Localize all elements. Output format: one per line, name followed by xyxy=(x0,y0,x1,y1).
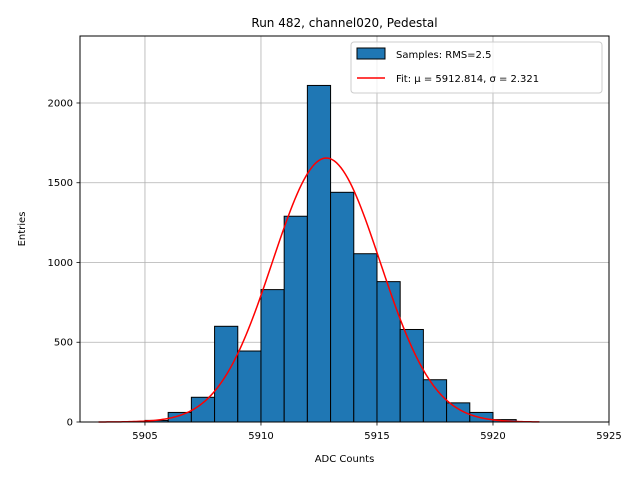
x-tick-label: 5920 xyxy=(480,431,505,442)
legend-histogram-swatch xyxy=(356,47,386,60)
plot-frame xyxy=(79,35,610,423)
x-tick-label: 5905 xyxy=(132,431,157,442)
histogram-bar xyxy=(330,191,355,423)
x-tick-label: 5925 xyxy=(596,431,621,442)
histogram-bar xyxy=(190,396,216,423)
histogram-bar xyxy=(237,350,262,423)
histogram-bar xyxy=(283,215,308,423)
legend-frame xyxy=(350,41,603,94)
y-axis-ticks: 0 500 1000 1500 2000 xyxy=(48,98,80,429)
legend-fit-label: Fit: μ = 5912.814, σ = 2.321 xyxy=(396,74,539,85)
chart-title: Run 482, channel020, Pedestal xyxy=(251,16,437,30)
x-tick-label: 5915 xyxy=(364,431,389,442)
y-tick-label: 1500 xyxy=(48,178,73,189)
legend-histogram-label: Samples: RMS=2.5 xyxy=(396,50,491,61)
y-tick-label: 1000 xyxy=(48,258,73,269)
y-tick-label: 0 xyxy=(67,418,73,429)
histogram-bar xyxy=(353,253,378,423)
histogram-bar xyxy=(399,328,424,423)
x-tick-label: 5910 xyxy=(248,431,273,442)
histogram-bar xyxy=(260,289,285,423)
fit-curve xyxy=(98,157,540,423)
y-axis-label: Entries xyxy=(17,212,28,247)
x-axis-label: ADC Counts xyxy=(315,454,375,465)
legend: Samples: RMS=2.5 Fit: μ = 5912.814, σ = … xyxy=(350,41,603,94)
histogram-bars xyxy=(144,84,517,423)
y-tick-label: 2000 xyxy=(48,98,73,109)
histogram-bar xyxy=(376,281,401,423)
histogram-bar xyxy=(306,84,332,423)
x-axis-ticks: 5905 5910 5915 5920 5925 xyxy=(132,422,622,442)
histogram-bar xyxy=(422,379,448,423)
y-tick-label: 500 xyxy=(54,338,73,349)
